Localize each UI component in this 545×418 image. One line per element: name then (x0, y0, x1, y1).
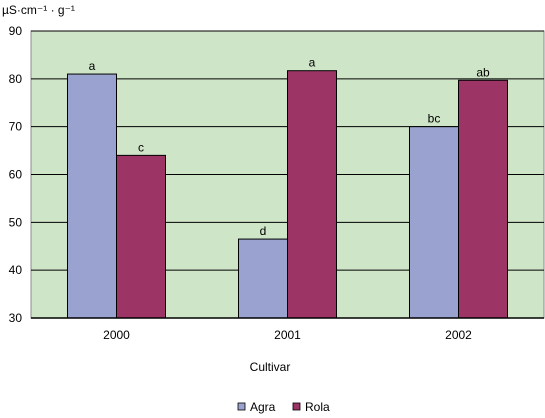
bar-significance-label: ab (476, 65, 490, 79)
y-tick-label: 30 (9, 311, 23, 325)
bar-significance-label: a (89, 59, 96, 73)
x-axis-label: Cultivar (250, 360, 291, 374)
bar-rola-2000 (116, 154, 166, 319)
y-tick-labels: 30 40 50 60 70 80 90 (9, 24, 23, 325)
legend-label-rola: Rola (305, 400, 330, 414)
bar-rola-2002 (458, 79, 508, 319)
bar-significance-label: bc (428, 112, 441, 126)
x-tick-label: 2002 (445, 328, 472, 342)
y-tick-label: 80 (9, 72, 23, 86)
bars (67, 70, 508, 319)
bar-agra-2000 (67, 73, 117, 319)
x-tick-label: 2001 (274, 328, 301, 342)
legend-swatch-agra (237, 402, 246, 411)
y-tick-label: 90 (9, 24, 23, 38)
bar-annotations: a c d a bc ab (89, 56, 490, 238)
bar-significance-label: c (138, 140, 144, 154)
bar-rola-2001 (287, 70, 337, 319)
bar-agra-2002 (409, 126, 459, 319)
y-tick-label: 60 (9, 168, 23, 182)
bar-significance-label: d (260, 224, 267, 238)
legend-swatch-rola (292, 402, 301, 411)
x-tick-labels: 2000 2001 2002 (103, 328, 472, 342)
y-tick-label: 50 (9, 215, 23, 229)
y-axis-label: µS·cm⁻¹ · g⁻¹ (2, 3, 75, 17)
legend: Agra Rola (237, 400, 330, 414)
y-tick-label: 40 (9, 263, 23, 277)
x-tick-label: 2000 (103, 328, 130, 342)
bar-significance-label: a (309, 56, 316, 70)
bar-agra-2001 (238, 238, 288, 319)
y-tick-label: 70 (9, 120, 23, 134)
legend-label-agra: Agra (250, 400, 276, 414)
